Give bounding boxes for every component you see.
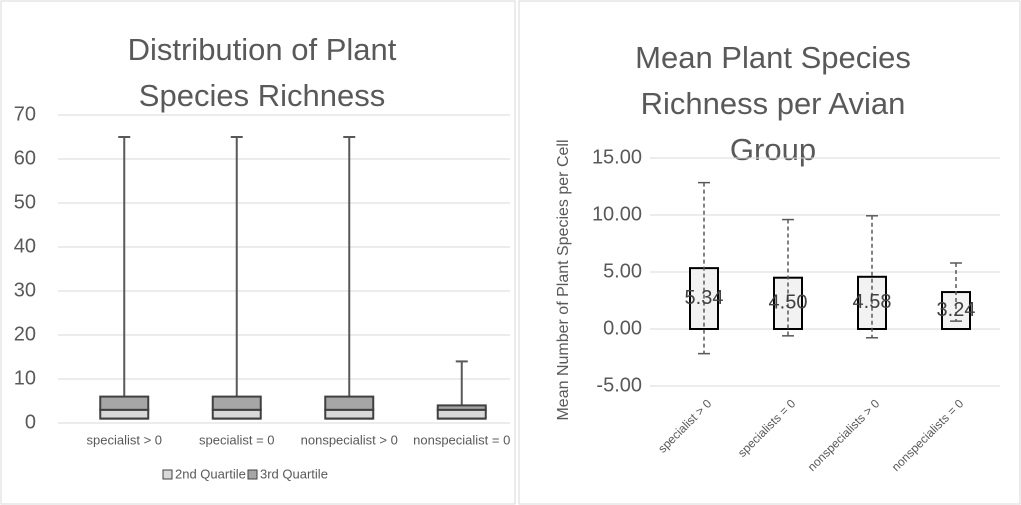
left-panel	[0, 0, 516, 505]
y-tick-label: 10.00	[592, 203, 642, 225]
legend-label: 3rd Quartile	[260, 466, 328, 481]
legend-swatch	[247, 469, 258, 480]
chart-title: Distribution of Plant Species Richness	[128, 32, 397, 113]
y-tick-label: 15.00	[592, 146, 642, 168]
data-label: 4.58	[853, 291, 892, 313]
y-tick-label: 5.00	[603, 260, 642, 282]
y-tick-label: 70	[14, 103, 36, 125]
box-segment	[211, 408, 262, 420]
y-tick-label: 30	[14, 279, 36, 301]
x-tick-label: specialist > 0	[86, 432, 162, 447]
y-tick-label: 50	[14, 191, 36, 213]
x-tick-label: nonspecialist = 0	[413, 432, 510, 447]
box-segment	[99, 408, 150, 420]
x-tick-label: specialist = 0	[199, 432, 275, 447]
data-label: 5.34	[685, 287, 724, 309]
data-label: 4.50	[769, 292, 808, 314]
box-segment	[99, 395, 150, 411]
y-tick-label: -5.00	[596, 374, 642, 396]
y-tick-label: 60	[14, 147, 36, 169]
y-axis-label: Mean Number of Plant Species per Cell	[555, 139, 572, 420]
legend-label: 2nd Quartile	[175, 466, 246, 481]
right-panel	[518, 0, 1021, 505]
data-label: 3.24	[937, 299, 976, 321]
x-tick-label: nonspecialist > 0	[301, 432, 398, 447]
chart-title: Mean Plant Species Richness per Avian Grou…	[635, 40, 911, 167]
legend-swatch	[162, 469, 173, 480]
y-tick-label: 10	[14, 367, 36, 389]
y-tick-label: 40	[14, 235, 36, 257]
box-segment	[324, 408, 375, 420]
y-tick-label: 20	[14, 323, 36, 345]
y-tick-label: 0.00	[603, 317, 642, 339]
box-segment	[436, 404, 487, 411]
box-segment	[211, 395, 262, 411]
y-tick-label: 0	[25, 411, 36, 433]
box-segment	[324, 395, 375, 411]
box-segment	[436, 408, 487, 420]
bar	[857, 275, 887, 330]
